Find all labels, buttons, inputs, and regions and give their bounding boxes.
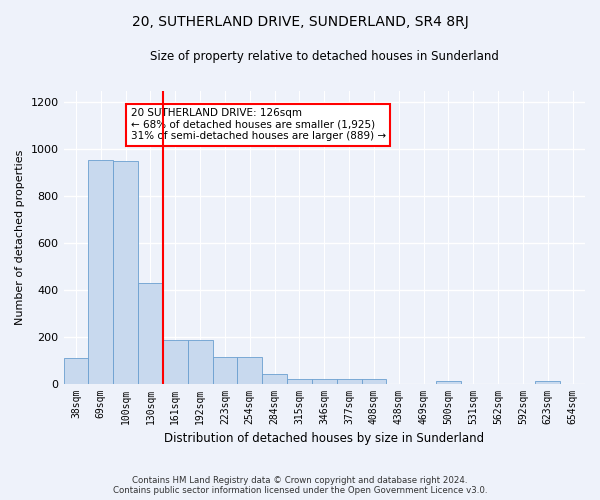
Y-axis label: Number of detached properties: Number of detached properties — [15, 150, 25, 324]
Bar — [138, 283, 163, 384]
X-axis label: Distribution of detached houses by size in Sunderland: Distribution of detached houses by size … — [164, 432, 484, 445]
Bar — [64, 358, 88, 384]
Bar — [113, 161, 138, 384]
Bar — [88, 160, 113, 384]
Text: Contains HM Land Registry data © Crown copyright and database right 2024.
Contai: Contains HM Land Registry data © Crown c… — [113, 476, 487, 495]
Bar — [262, 374, 287, 384]
Bar — [212, 356, 238, 384]
Bar — [163, 340, 188, 384]
Bar — [287, 379, 312, 384]
Bar — [312, 379, 337, 384]
Bar — [362, 380, 386, 384]
Bar — [337, 380, 362, 384]
Bar — [188, 340, 212, 384]
Text: 20 SUTHERLAND DRIVE: 126sqm
← 68% of detached houses are smaller (1,925)
31% of : 20 SUTHERLAND DRIVE: 126sqm ← 68% of det… — [131, 108, 386, 142]
Title: Size of property relative to detached houses in Sunderland: Size of property relative to detached ho… — [150, 50, 499, 63]
Bar — [238, 356, 262, 384]
Text: 20, SUTHERLAND DRIVE, SUNDERLAND, SR4 8RJ: 20, SUTHERLAND DRIVE, SUNDERLAND, SR4 8R… — [131, 15, 469, 29]
Bar — [535, 380, 560, 384]
Bar — [436, 380, 461, 384]
